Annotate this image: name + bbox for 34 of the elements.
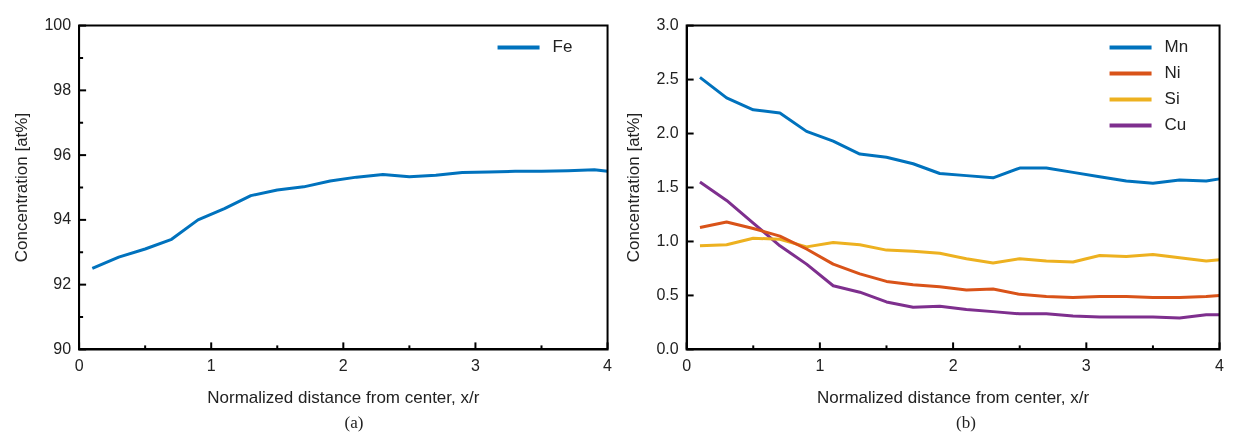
x-tick-label: 2 xyxy=(948,357,958,375)
x-tick-label: 3 xyxy=(470,357,480,375)
y-tick-label: 90 xyxy=(53,339,72,357)
y-axis-title: Concentration [at%] xyxy=(623,112,643,263)
y-tick-label: 3.0 xyxy=(656,16,679,34)
y-tick-label: 94 xyxy=(53,210,72,228)
y-tick-label: 2.0 xyxy=(656,123,679,141)
x-axis-title: Normalized distance from center, x/r xyxy=(817,388,1090,408)
y-tick-label: 0.0 xyxy=(656,339,679,357)
legend-label: Fe xyxy=(552,37,573,57)
y-tick-label: 98 xyxy=(53,80,72,98)
x-tick-label: 4 xyxy=(1215,357,1225,375)
text: (a) xyxy=(343,413,365,433)
y-tick-label: 92 xyxy=(53,275,72,293)
legend-label: Cu xyxy=(1164,115,1187,135)
y-tick-label: 100 xyxy=(44,16,72,34)
x-tick-label: 0 xyxy=(74,357,84,375)
x-tick-label: 2 xyxy=(338,357,348,375)
legend-label: Ni xyxy=(1164,63,1181,83)
y-tick-label: 1.0 xyxy=(656,231,679,249)
x-tick-label: 3 xyxy=(1081,357,1091,375)
x-tick-label: 1 xyxy=(206,357,216,375)
y-axis-title: Concentration [at%] xyxy=(11,112,31,263)
x-tick-label: 0 xyxy=(682,357,692,375)
legend-label: Si xyxy=(1164,89,1180,109)
x-tick-label: 1 xyxy=(815,357,825,375)
y-tick-label: 1.5 xyxy=(656,177,679,195)
y-tick-label: 0.5 xyxy=(656,285,679,303)
legend-label: Mn xyxy=(1164,37,1189,57)
x-tick-label: 4 xyxy=(603,357,613,375)
x-axis-title: Normalized distance from center, x/r xyxy=(207,388,480,408)
text: (b) xyxy=(955,413,977,433)
y-tick-label: 2.5 xyxy=(656,69,679,87)
y-tick-label: 96 xyxy=(53,145,72,163)
